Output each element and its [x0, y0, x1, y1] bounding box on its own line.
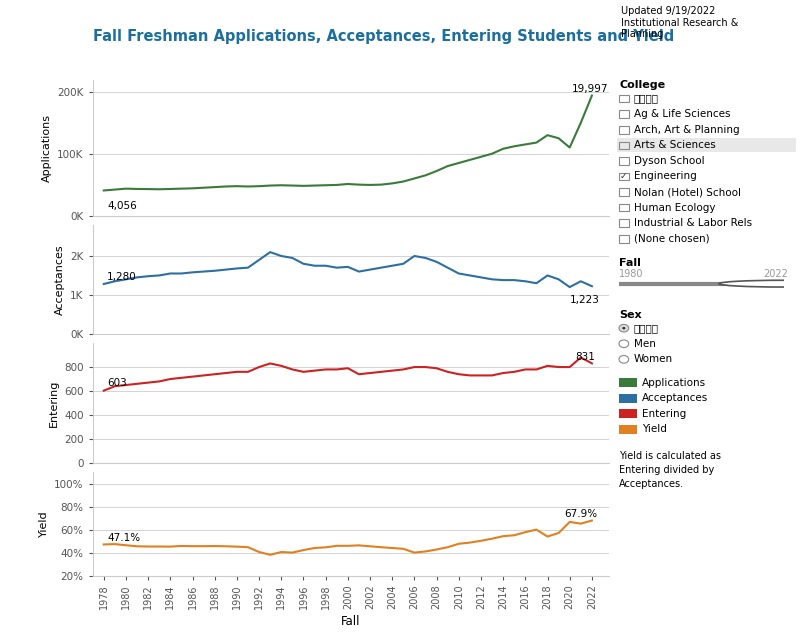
Text: Women: Women: [634, 354, 673, 364]
Text: （全部）: （全部）: [634, 93, 659, 104]
Text: 67.9%: 67.9%: [564, 509, 597, 520]
Circle shape: [719, 280, 806, 287]
Text: (None chosen): (None chosen): [634, 234, 709, 244]
Text: Entering divided by: Entering divided by: [619, 465, 714, 475]
Text: （全部）: （全部）: [634, 323, 659, 333]
Text: Yield: Yield: [642, 424, 667, 434]
Text: 19,997: 19,997: [572, 84, 609, 93]
Text: Industrial & Labor Rels: Industrial & Labor Rels: [634, 218, 752, 228]
Y-axis label: Yield: Yield: [39, 511, 48, 537]
Text: Arch, Art & Planning: Arch, Art & Planning: [634, 125, 739, 135]
Text: Ag & Life Sciences: Ag & Life Sciences: [634, 109, 730, 119]
Text: Institutional Research &: Institutional Research &: [621, 18, 738, 28]
Text: Applications: Applications: [642, 378, 706, 387]
Text: Sex: Sex: [619, 310, 642, 321]
Text: Nolan (Hotel) School: Nolan (Hotel) School: [634, 187, 741, 197]
Text: College: College: [619, 80, 665, 90]
Text: Human Ecology: Human Ecology: [634, 203, 715, 212]
Text: Dyson School: Dyson School: [634, 156, 704, 166]
Text: 603: 603: [107, 378, 127, 388]
Text: 1980: 1980: [619, 269, 643, 279]
Text: Acceptances: Acceptances: [642, 393, 708, 403]
Text: 831: 831: [575, 352, 595, 361]
Text: 2022: 2022: [763, 269, 788, 279]
Text: Entering: Entering: [642, 409, 686, 418]
Text: 4,056: 4,056: [107, 201, 137, 211]
Text: Planning: Planning: [621, 29, 663, 39]
X-axis label: Fall: Fall: [341, 615, 360, 628]
Y-axis label: Acceptances: Acceptances: [55, 244, 64, 315]
Text: Yield is calculated as: Yield is calculated as: [619, 452, 721, 461]
Text: 1,280: 1,280: [107, 272, 137, 282]
Y-axis label: Entering: Entering: [48, 379, 59, 427]
Text: Updated 9/19/2022: Updated 9/19/2022: [621, 6, 715, 17]
Text: Acceptances.: Acceptances.: [619, 480, 684, 489]
Text: ✓: ✓: [620, 172, 627, 181]
Text: Engineering: Engineering: [634, 172, 696, 181]
Text: Fall Freshman Applications, Acceptances, Entering Students and Yield: Fall Freshman Applications, Acceptances,…: [93, 29, 674, 44]
Text: 47.1%: 47.1%: [107, 533, 140, 543]
Text: Men: Men: [634, 339, 655, 349]
Y-axis label: Applications: Applications: [42, 113, 52, 181]
Text: Fall: Fall: [619, 258, 641, 268]
Text: 1,223: 1,223: [570, 294, 600, 305]
Text: Arts & Sciences: Arts & Sciences: [634, 141, 715, 150]
